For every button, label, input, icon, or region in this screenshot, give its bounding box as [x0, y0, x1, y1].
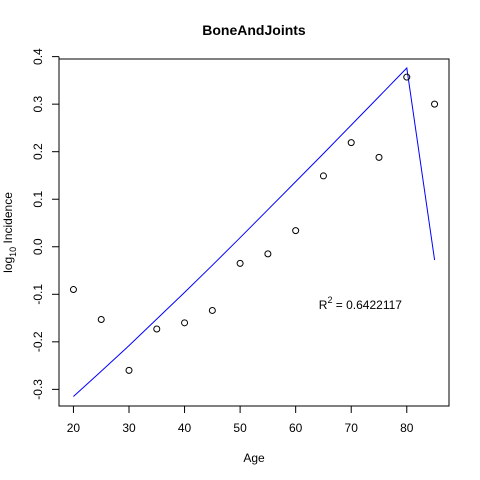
data-point	[292, 227, 300, 235]
chart-title: BoneAndJoints	[202, 22, 306, 38]
data-point	[375, 153, 383, 161]
y-tick-label: 0.4	[31, 48, 45, 65]
r-squared-superscript: 2	[327, 295, 332, 305]
data-points	[69, 73, 439, 374]
data-point	[264, 250, 272, 258]
data-point	[69, 286, 77, 294]
data-point	[236, 259, 244, 267]
data-point	[347, 139, 355, 147]
x-tick-label: 60	[289, 421, 303, 435]
data-point	[181, 319, 189, 327]
y-tick-label: 0.3	[31, 95, 45, 112]
data-point	[97, 315, 105, 323]
x-tick-label: 20	[67, 421, 81, 435]
x-axis: 20 30 40 50 60 70 80	[67, 405, 414, 435]
y-tick-label: 0.2	[31, 143, 45, 160]
y-tick-label: 0.0	[31, 238, 45, 255]
data-point	[319, 172, 327, 180]
x-axis-label: Age	[243, 451, 265, 465]
y-axis-label: log10 Incidence	[1, 192, 18, 273]
data-point	[403, 73, 411, 81]
r-squared-annotation: R2 = 0.6422117	[319, 295, 403, 312]
fit-line	[73, 66, 436, 397]
y-axis: -0.3 -0.2 -0.1 0.0 0.1 0.2 0.3 0.4	[31, 48, 60, 400]
y-tick-label: 0.1	[31, 191, 45, 208]
x-tick-label: 30	[122, 421, 136, 435]
y-axis-label-suffix: Incidence	[1, 192, 15, 247]
fit-line-group	[73, 66, 436, 397]
y-tick-label: -0.3	[31, 379, 45, 400]
x-tick-label: 40	[178, 421, 192, 435]
data-point	[208, 306, 216, 314]
data-point	[125, 366, 133, 374]
r-squared-value: = 0.6422117	[332, 298, 402, 312]
x-tick-label: 80	[400, 421, 414, 435]
y-tick-label: -0.1	[31, 284, 45, 305]
x-tick-label: 50	[233, 421, 247, 435]
y-axis-label-subscript: 10	[8, 247, 18, 257]
r-squared-label: R	[319, 298, 328, 312]
y-axis-label-prefix: log	[1, 257, 15, 273]
data-point	[153, 325, 161, 333]
y-tick-label: -0.2	[31, 331, 45, 352]
data-point	[431, 100, 439, 108]
x-tick-label: 70	[345, 421, 359, 435]
